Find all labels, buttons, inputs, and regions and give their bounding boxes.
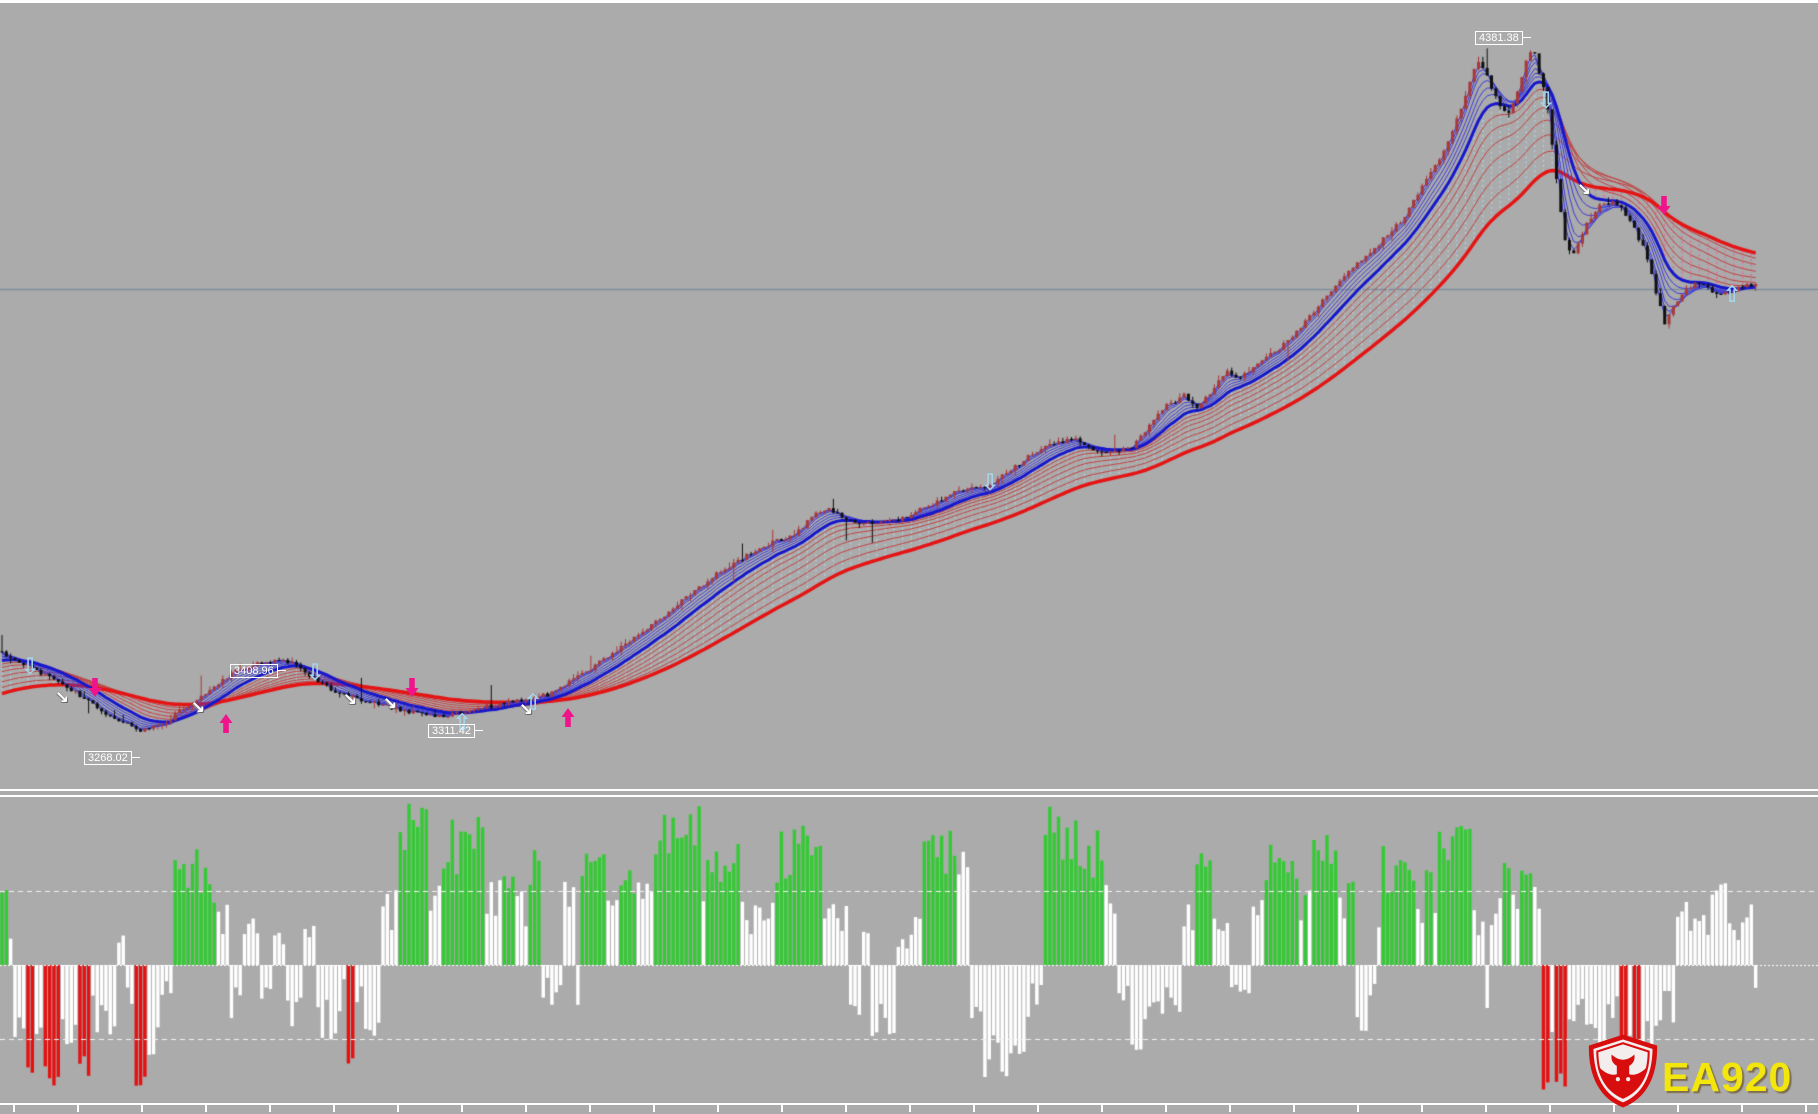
trend-pointer-arrow-icon: ↘ xyxy=(1576,180,1592,200)
price-chart-canvas[interactable] xyxy=(0,0,1818,789)
exit-up-arrow-icon: ⇧ xyxy=(452,710,472,736)
logo-text: EA920 xyxy=(1662,1053,1793,1100)
exit-down-arrow-icon: ⇩ xyxy=(305,660,325,686)
price-label-callout xyxy=(474,730,483,731)
exit-down-arrow-icon: ⇩ xyxy=(20,654,40,680)
price-label-callout xyxy=(1522,37,1531,38)
panel-separator[interactable] xyxy=(0,789,1818,797)
trend-pointer-arrow-icon: ↘ xyxy=(518,700,534,720)
price-label: 3268.02 xyxy=(84,751,140,765)
time-axis[interactable] xyxy=(0,1103,1818,1114)
sell-signal-arrow-icon xyxy=(405,678,419,702)
buy-signal-arrow-icon xyxy=(219,714,233,738)
exit-up-arrow-icon: ⇧ xyxy=(1722,282,1742,308)
bull-shield-icon xyxy=(1588,1034,1658,1108)
exit-down-arrow-icon: ⇩ xyxy=(1536,88,1556,114)
trend-pointer-arrow-icon: ↘ xyxy=(190,698,206,718)
price-label: 3311.42 xyxy=(428,724,483,738)
buy-signal-arrow-icon xyxy=(561,708,575,732)
sell-signal-arrow-icon xyxy=(88,678,102,702)
price-label-callout xyxy=(131,757,140,758)
price-label-callout xyxy=(277,670,286,671)
sell-signal-arrow-icon xyxy=(1657,196,1671,220)
histogram-indicator-canvas[interactable] xyxy=(0,797,1818,1103)
ea920-logo: EA920 xyxy=(1586,1034,1792,1108)
exit-up-arrow-icon: ⇧ xyxy=(523,690,543,716)
price-label: 4381.38 xyxy=(1475,31,1531,45)
trend-pointer-arrow-icon: ↘ xyxy=(342,690,358,710)
exit-down-arrow-icon: ⇩ xyxy=(980,470,1000,496)
trend-pointer-arrow-icon: ↘ xyxy=(54,688,70,708)
window-top-border xyxy=(0,0,1818,3)
time-axis-ticks xyxy=(0,1105,1818,1112)
trend-pointer-arrow-icon: ↘ xyxy=(382,694,398,714)
price-label: 3408.96 xyxy=(230,664,286,678)
